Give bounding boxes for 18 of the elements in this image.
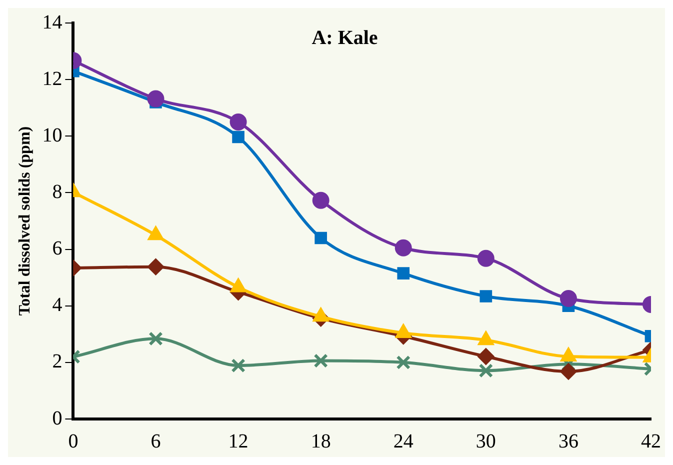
x-tick-label: 0 [68, 430, 78, 452]
y-tick-label: 12 [42, 68, 62, 90]
y-axis-title: Total dissolved solids (ppm) [16, 126, 34, 316]
x-tick-label: 30 [476, 430, 496, 452]
x-tick-label: 24 [393, 430, 414, 452]
x-tick-label: 12 [228, 430, 248, 452]
y-tick-label: 6 [52, 238, 62, 260]
y-tick-label: 14 [42, 11, 62, 34]
x-tick-label: 36 [558, 430, 578, 452]
y-tick-label: 0 [52, 407, 62, 430]
y-tick-label: 8 [52, 180, 62, 203]
x-tick-label: 18 [310, 430, 331, 452]
y-tick-label: 10 [42, 124, 62, 146]
y-tick-label: 4 [52, 294, 62, 316]
chart-title: A: Kale [312, 27, 378, 50]
x-tick-label: 6 [150, 430, 161, 452]
y-tick-label: 2 [52, 350, 62, 373]
x-tick-label: 42 [641, 430, 661, 452]
